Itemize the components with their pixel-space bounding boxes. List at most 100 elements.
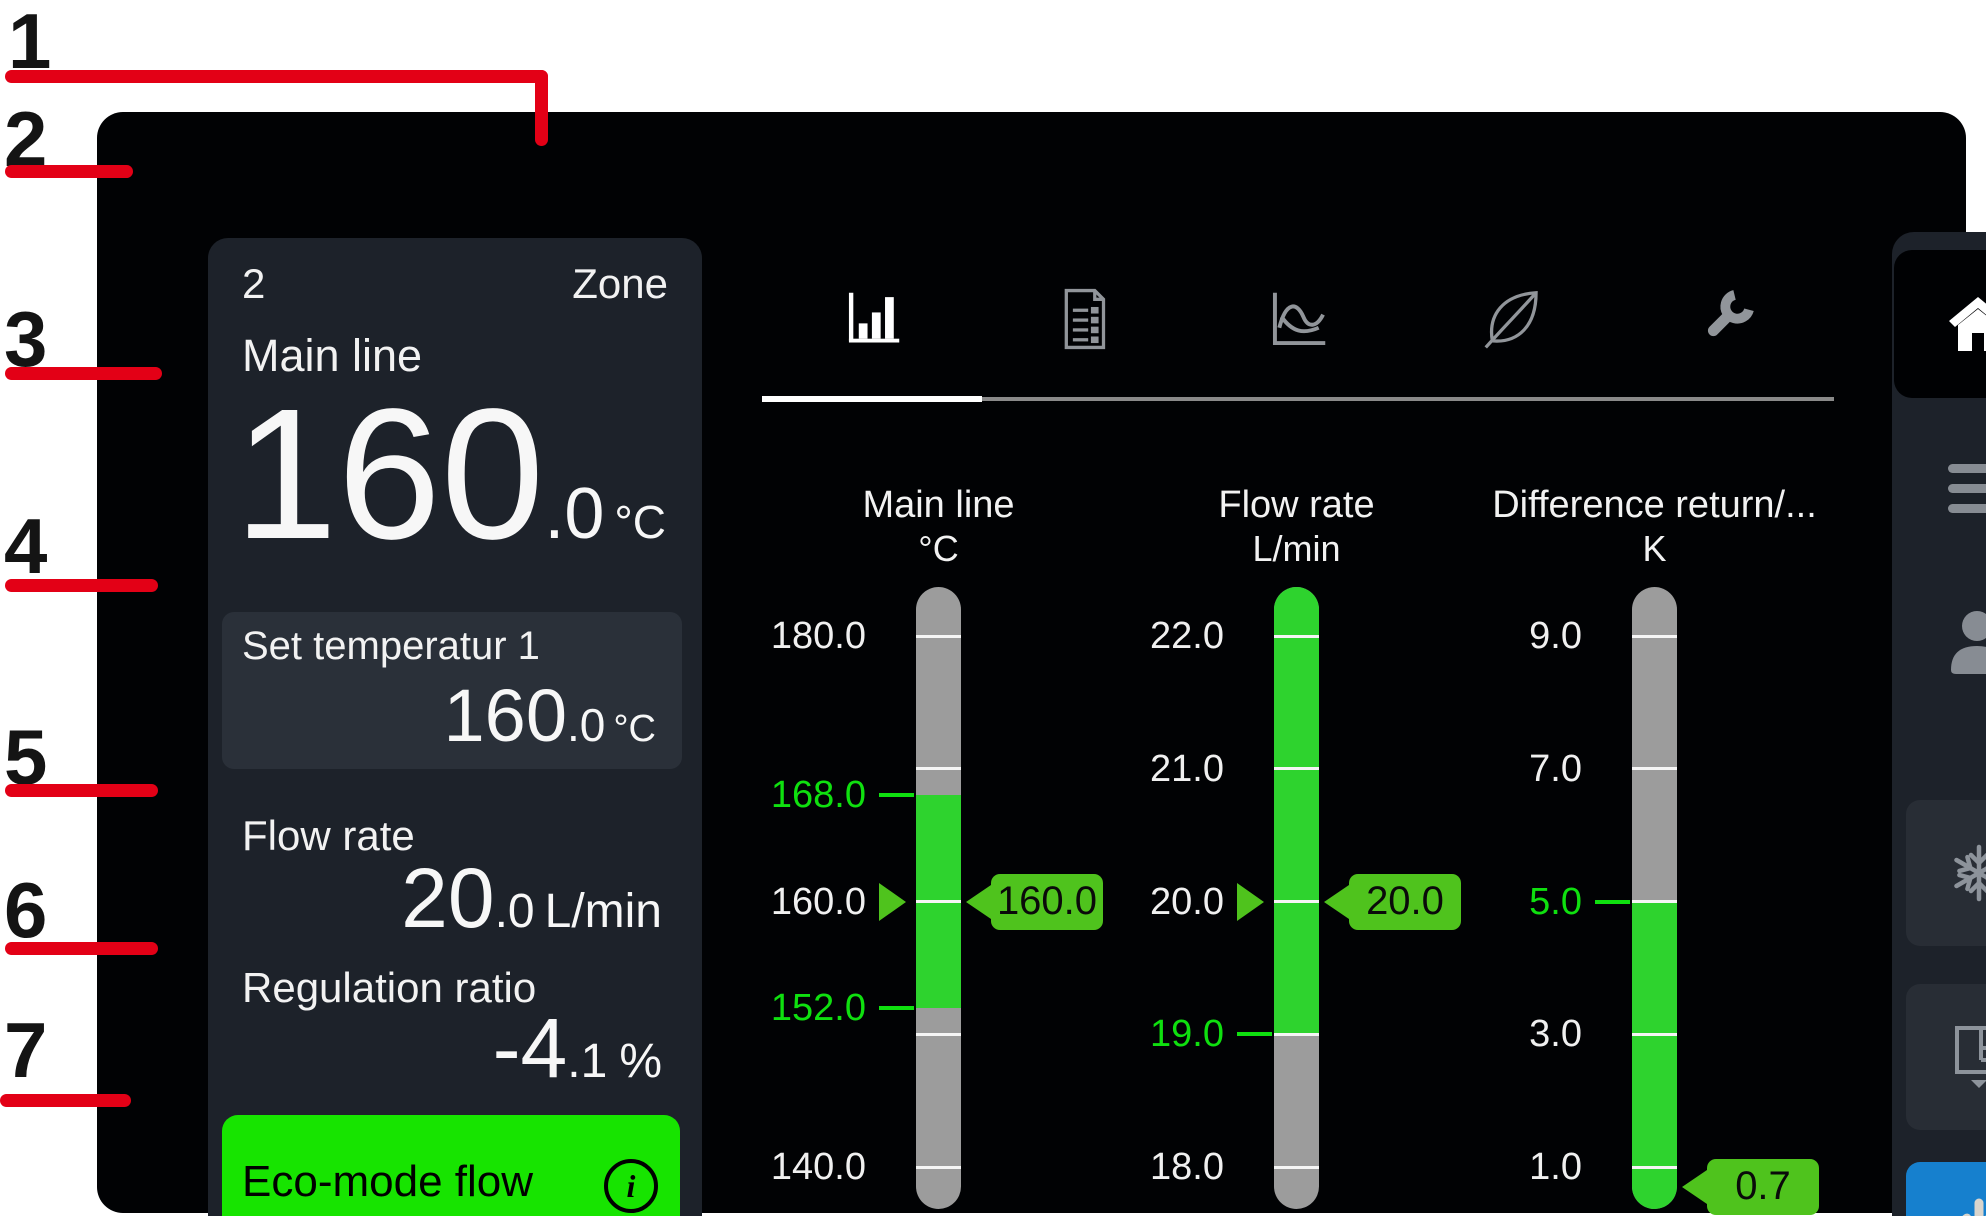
badge-arrow	[1682, 1169, 1707, 1204]
tab-bar-chart[interactable]	[808, 260, 938, 378]
gauge-tick-line	[1274, 900, 1319, 903]
callout-number-1: 1	[8, 0, 52, 85]
gauge-tick-line	[1274, 1032, 1319, 1036]
gauge-limit-dash	[879, 1005, 914, 1010]
gauge-tick-line	[1274, 634, 1319, 638]
gauge-limit-dash	[879, 793, 914, 798]
gauge-title: Flow rate	[1218, 484, 1375, 526]
badge-value: 160.0	[991, 873, 1103, 930]
regulation-value-int: -4	[492, 1001, 568, 1095]
main-value-dec: .0	[544, 474, 605, 554]
home-icon	[1945, 293, 1986, 355]
snowflake-icon	[1947, 841, 1986, 905]
hamburger-icon	[1936, 460, 1986, 516]
gauge-unit: K	[1642, 528, 1667, 569]
gauge-tick-label: 18.0	[1150, 1146, 1224, 1188]
gauge-value-badge: 160.0	[966, 873, 1103, 930]
gauge-green-zone	[1632, 901, 1677, 1209]
gauge-tick-line	[1274, 1165, 1319, 1169]
regulation-ratio-label: Regulation ratio	[242, 964, 537, 1011]
callout-line-1	[5, 70, 548, 83]
regulation-value-dec: .1	[567, 1035, 608, 1088]
main-line-value: 160.0 °C	[234, 382, 666, 568]
gauge-pointer-icon	[879, 882, 906, 921]
power-icon	[1945, 1197, 1986, 1216]
flow-value-dec: .0	[494, 885, 535, 938]
main-value-unit: °C	[614, 496, 667, 548]
home-button[interactable]	[1894, 250, 1986, 398]
gauge-title: Main line	[862, 484, 1015, 526]
set-temperature-value: 160.0 °C	[444, 679, 656, 753]
gauge-tick-label: 9.0	[1529, 615, 1582, 657]
badge-arrow	[1324, 884, 1349, 919]
tab-underline-track	[762, 397, 1834, 401]
callout-line-3	[5, 367, 162, 380]
flow-value-unit: L/min	[544, 885, 662, 938]
gauge-unit: °C	[918, 528, 959, 569]
eco-mode-flow-label: Eco-mode flow	[242, 1157, 534, 1206]
flow-value-int: 20	[401, 851, 495, 945]
report-icon	[1051, 284, 1121, 354]
gauge-unit: L/min	[1252, 528, 1341, 569]
gauge-tick-label: 22.0	[1150, 615, 1224, 657]
gauge-tick-line	[1632, 1032, 1677, 1036]
main-value-int: 160	[234, 371, 545, 578]
gauge-tick-label: 140.0	[770, 1146, 866, 1188]
power-button[interactable]	[1906, 1162, 1986, 1216]
callout-number-7: 7	[4, 1006, 48, 1094]
gauge-tick-label: 7.0	[1529, 747, 1582, 790]
gauge-tick-line	[1274, 767, 1319, 771]
set-temperature-card[interactable]: Set temperatur 1 160.0 °C	[222, 612, 682, 769]
callout-number-6: 6	[4, 866, 48, 954]
gauge-tick-label: 5.0	[1529, 880, 1582, 923]
gauge-limit-dash	[1237, 1032, 1272, 1037]
user-button[interactable]	[1936, 600, 1986, 682]
gauge-tick-label: 3.0	[1529, 1013, 1582, 1056]
flow-rate-label: Flow rate	[242, 812, 415, 859]
zone-status-panel: 2 Zone Main line 160.0 °C Set temperatur …	[208, 238, 702, 1216]
gauge-tick-label: 160.0	[770, 880, 866, 923]
zones-button[interactable]	[1906, 984, 1986, 1130]
callout-number-3: 3	[4, 295, 48, 383]
gauge-tick-line	[916, 900, 961, 903]
set-value-int: 160	[443, 674, 567, 757]
gauge-green-zone	[1274, 587, 1319, 1035]
badge-value: 20.0	[1349, 873, 1461, 930]
regulation-value-unit: %	[619, 1035, 662, 1088]
gauge-tick-label: 21.0	[1150, 747, 1224, 790]
gauge-value-badge: 0.7	[1682, 1158, 1819, 1215]
eco-mode-flow-button[interactable]: Eco-mode flow i	[222, 1115, 680, 1216]
zone-number: 2	[242, 260, 266, 307]
gauge-tick-line	[916, 634, 961, 638]
tab-underline-active	[762, 396, 982, 402]
tab-leaf[interactable]	[1447, 260, 1577, 378]
tab-wrench[interactable]	[1660, 260, 1790, 378]
tab-report[interactable]	[1021, 260, 1151, 378]
gauge-tick-label: 1.0	[1529, 1146, 1582, 1188]
gauge-tick-label: 152.0	[770, 986, 866, 1029]
flow-rate-value: 20.0 L/min	[242, 856, 662, 940]
info-icon[interactable]: i	[604, 1159, 658, 1213]
zones-layout-icon	[1947, 1022, 1986, 1092]
callout-number-5: 5	[4, 713, 48, 801]
gauge-value-badge: 20.0	[1324, 873, 1461, 930]
gauge-tick-line	[916, 1165, 961, 1169]
gauge-tick-line	[916, 767, 961, 771]
set-temperature-label: Set temperatur 1	[242, 624, 540, 668]
gauge-limit-dash	[1595, 899, 1630, 904]
badge-arrow	[966, 884, 991, 919]
gauge-pointer-icon	[1237, 882, 1264, 921]
regulation-ratio-value: -4.1%	[242, 1006, 662, 1090]
callout-line-1-elbow	[535, 70, 548, 146]
callout-number-4: 4	[4, 502, 48, 590]
gauge-tick-line	[1632, 1165, 1677, 1169]
tab-curve-chart[interactable]	[1234, 260, 1364, 378]
device-screen: 2 Zone Main line 160.0 °C Set temperatur …	[97, 112, 1986, 1216]
menu-button[interactable]	[1936, 460, 1986, 516]
zone-label: Zone	[572, 260, 668, 307]
cooling-button[interactable]	[1906, 800, 1986, 946]
gauge-tick-label: 180.0	[770, 615, 866, 657]
gauge-tick-line	[916, 1032, 961, 1036]
callout-line-7	[0, 1094, 131, 1107]
